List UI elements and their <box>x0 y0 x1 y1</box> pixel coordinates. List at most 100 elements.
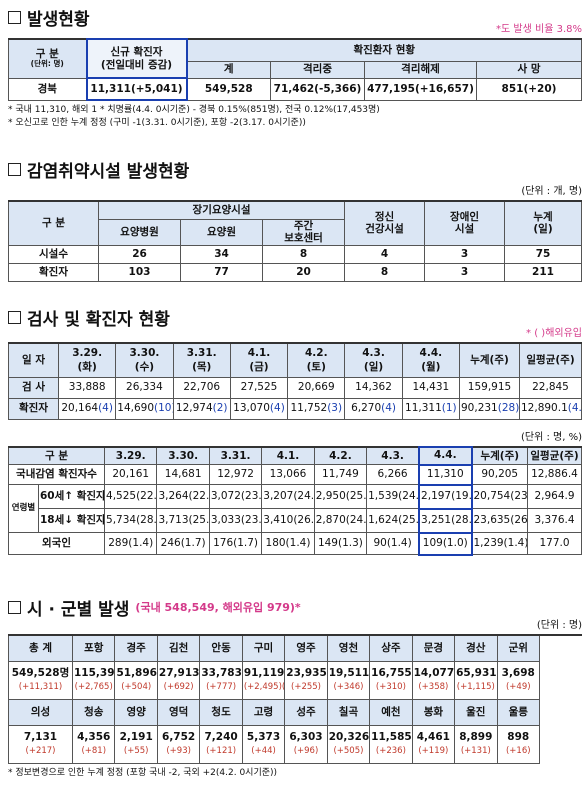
header-date-1: 3.29. (화) <box>57 342 117 378</box>
section-title: 발생현황 <box>8 6 582 30</box>
city-name: 청도 <box>199 698 243 726</box>
cell: 3 <box>424 262 506 282</box>
cell: 3,072(23.7) <box>208 484 263 509</box>
cell: 3 <box>424 244 506 264</box>
value-isolating: 71,462(-5,366) <box>270 77 365 101</box>
header-date: 4.3. <box>366 446 420 465</box>
header-date: 4.1. <box>261 446 315 465</box>
cell: 176(1.7) <box>208 532 263 555</box>
cell: 14,362 <box>344 376 403 399</box>
tests-table: 일 자 3.29. (화) 3.30. (수) 3.31. (목) 4.1. (금) 4… <box>8 342 582 420</box>
ratio-note: *도 발생 비율 3.8% <box>496 24 582 35</box>
header-gubun: 구 분 <box>7 446 106 465</box>
city-name: 구미 <box>241 634 286 662</box>
city-name: 성주 <box>284 698 328 726</box>
cell: 289(1.4) <box>104 532 158 555</box>
checkbox-square-icon <box>8 310 21 324</box>
cell: 90(1.4) <box>366 532 420 555</box>
cell: 22,706 <box>172 376 231 399</box>
header-new-cases: 신규 확진자 (전일대비 증감) <box>85 38 188 79</box>
header-date-5: 4.2. (토) <box>287 342 346 378</box>
section-title: 검사 및 확진자 현황 <box>8 306 582 330</box>
row-label: 확진자 <box>8 262 99 282</box>
checkbox-square-icon <box>8 10 21 24</box>
row-group-age: 연령별 <box>8 484 39 533</box>
unit-note-2: (단위 : 명, %) <box>521 431 582 443</box>
city-table: 총 계 포항 경주 김천 안동 구미 영주 영천 상주 문경 경산 군위 549,528명 (+11,3… <box>8 634 582 764</box>
cell: 20,754(23.0) <box>471 484 528 509</box>
city-value: 91,119(+2,495)(+1) <box>241 660 286 700</box>
header-daycare: 주간 보호센터 <box>261 218 346 246</box>
city-value: 549,528명 (+11,311) <box>8 660 73 700</box>
header-date-highlight: 4.4. <box>418 445 473 466</box>
city-name: 김천 <box>156 634 201 662</box>
city-name: 군위 <box>496 634 540 662</box>
cell: 4 <box>344 244 426 264</box>
row-label-cases: 확진자 <box>8 397 59 420</box>
cell: 12,974(2) <box>172 397 231 420</box>
footnote-1: * 국내 11,310, 해외 1 * 치명률(4.4. 0시기준) - 경북 … <box>8 105 380 115</box>
cell: 177.0 <box>527 532 582 555</box>
header-deaths: 사 망 <box>476 60 582 79</box>
city-name: 울진 <box>454 698 498 726</box>
value-sum: 549,528 <box>186 77 271 101</box>
header-date-4: 4.1. (금) <box>229 342 289 378</box>
cell: 2,950(25.1) <box>313 484 368 509</box>
city-value: 7,131 (+217) <box>8 724 73 764</box>
header-average: 일평균(주) <box>519 342 582 378</box>
city-value: 8,899 (+131) <box>454 724 498 764</box>
city-name: 예천 <box>369 698 413 726</box>
cell: 8 <box>261 244 346 264</box>
cell: 3,376.4 <box>527 508 582 533</box>
cell: 11,310 <box>418 463 473 486</box>
cell: 11,749 <box>313 464 368 485</box>
section-subtitle: (국내 548,549, 해외유입 979)* <box>135 601 301 614</box>
cell: 12,886.4 <box>527 464 582 485</box>
city-name: 칠곡 <box>326 698 371 726</box>
row-label-18minus: 18세↓ 확진자수(%) <box>37 508 106 533</box>
city-value: 5,373 (+44) <box>241 724 286 764</box>
city-value: 20,326 (+505) <box>326 724 371 764</box>
cell: 11,752(3) <box>287 397 346 420</box>
city-value: 4,356 (+81) <box>71 724 116 764</box>
cell: 159,915 <box>459 376 520 399</box>
city-name: 포항 <box>71 634 116 662</box>
row-label: 시설수 <box>8 244 99 264</box>
cell: 8 <box>344 262 426 282</box>
cell: 1,624(25.9) <box>366 508 420 533</box>
value-released: 477,195(+16,657) <box>364 77 477 101</box>
header-mental: 정신 건강시설 <box>344 200 426 246</box>
row-label-tests: 검 사 <box>8 376 59 399</box>
cell: 11,311(1) <box>401 397 461 420</box>
header-date-2: 3.30. (수) <box>115 342 174 378</box>
cell: 90,231(28) <box>459 397 520 420</box>
cell: 34 <box>180 244 263 264</box>
section-vulnerable-facilities: 감염취약시설 발생현황 (단위 : 개, 명) 구 분 장기요양시설 정신 건강시… <box>8 158 582 282</box>
header-date: 일 자 <box>8 342 59 378</box>
cell: 13,070(4) <box>229 397 289 420</box>
checkbox-square-icon <box>8 162 21 176</box>
city-name: 의성 <box>8 698 73 726</box>
cell: 23,635(26.2) <box>471 508 528 533</box>
unit-note: (단위 : 개, 명) <box>521 186 582 197</box>
cell: 103 <box>98 262 181 282</box>
city-value: 14,077 (+358) <box>411 660 456 700</box>
header-cumulative: 누계(주) <box>471 446 528 465</box>
header-released: 격리해제 <box>364 60 477 79</box>
cell: 3,033(23.4) <box>208 508 263 533</box>
city-value: 33,783 (+777) <box>199 660 243 700</box>
occurrence-table: 구 분 (단위: 명) 신규 확진자 (전일대비 증감) 확진환자 현황 계 격리중… <box>8 38 582 101</box>
city-name: 청송 <box>71 698 116 726</box>
section-city-county: 시 · 군별 발생 (국내 548,549, 해외유입 979)* (단위 : … <box>8 596 582 780</box>
cell: 14,431 <box>401 376 461 399</box>
city-value: 65,931 (+1,115) <box>454 660 498 700</box>
cell: 3,410(26.1) <box>261 508 315 533</box>
city-name: 안동 <box>199 634 243 662</box>
cell: 3,207(24.5) <box>261 484 315 509</box>
header-date: 3.30. <box>156 446 210 465</box>
city-value: 6,752 (+93) <box>156 724 201 764</box>
city-value: 27,913 (+692) <box>156 660 201 700</box>
city-value: 11,585 (+236) <box>369 724 413 764</box>
footnote: * 정보변경으로 인한 누계 정정 (포항 국내 -2, 국외 +2(4.2. … <box>8 767 278 778</box>
cell: 1,539(24.6) <box>366 484 420 509</box>
